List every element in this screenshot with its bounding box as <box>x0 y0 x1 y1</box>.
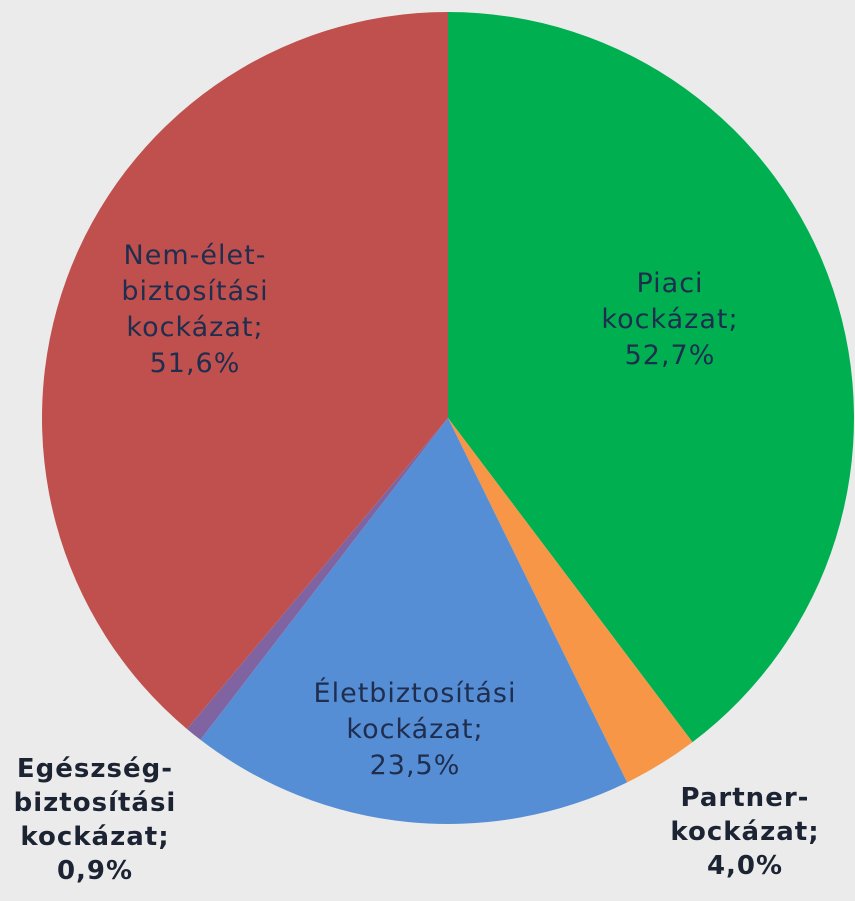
label-box: Partner-kockázat; 4,0% <box>660 752 830 901</box>
category-label: Egészség-biztosítási kockázat; <box>13 754 177 852</box>
label-box: Nem-élet-biztosítási kockázat; 51,6% <box>100 230 290 390</box>
value-label: 23,5% <box>369 750 461 781</box>
value-label: 51,6% <box>149 348 241 379</box>
category-label: Nem-élet-biztosítási kockázat; <box>121 240 269 343</box>
label-box: Piaci kockázat; 52,7% <box>595 240 745 400</box>
label-box: Életbiztosítási kockázat; 23,5% <box>285 650 545 810</box>
slice-label: Partner-kockázat; 4,0% <box>660 752 830 901</box>
category-label: Piaci kockázat; <box>601 268 739 335</box>
pie-slice <box>200 418 628 824</box>
value-label: 0,9% <box>56 856 134 886</box>
pie-slice <box>41 12 449 729</box>
value-label: 4,0% <box>706 851 784 881</box>
label-box: Egészség-biztosítási kockázat; 0,9% <box>0 740 190 900</box>
pie-slice <box>186 418 449 740</box>
slice-label: Egészség-biztosítási kockázat; 0,9% <box>0 740 190 900</box>
category-label: Életbiztosítási kockázat; <box>313 678 517 745</box>
slice-label: Piaci kockázat; 52,7% <box>595 240 745 400</box>
pie-slice <box>448 418 693 783</box>
value-label: 52,7% <box>624 340 716 371</box>
category-label: Partner-kockázat; <box>670 783 820 847</box>
pie-slice <box>448 12 854 743</box>
slice-label: Nem-élet-biztosítási kockázat; 51,6% <box>100 230 290 390</box>
slice-label: Életbiztosítási kockázat; 23,5% <box>285 650 545 810</box>
